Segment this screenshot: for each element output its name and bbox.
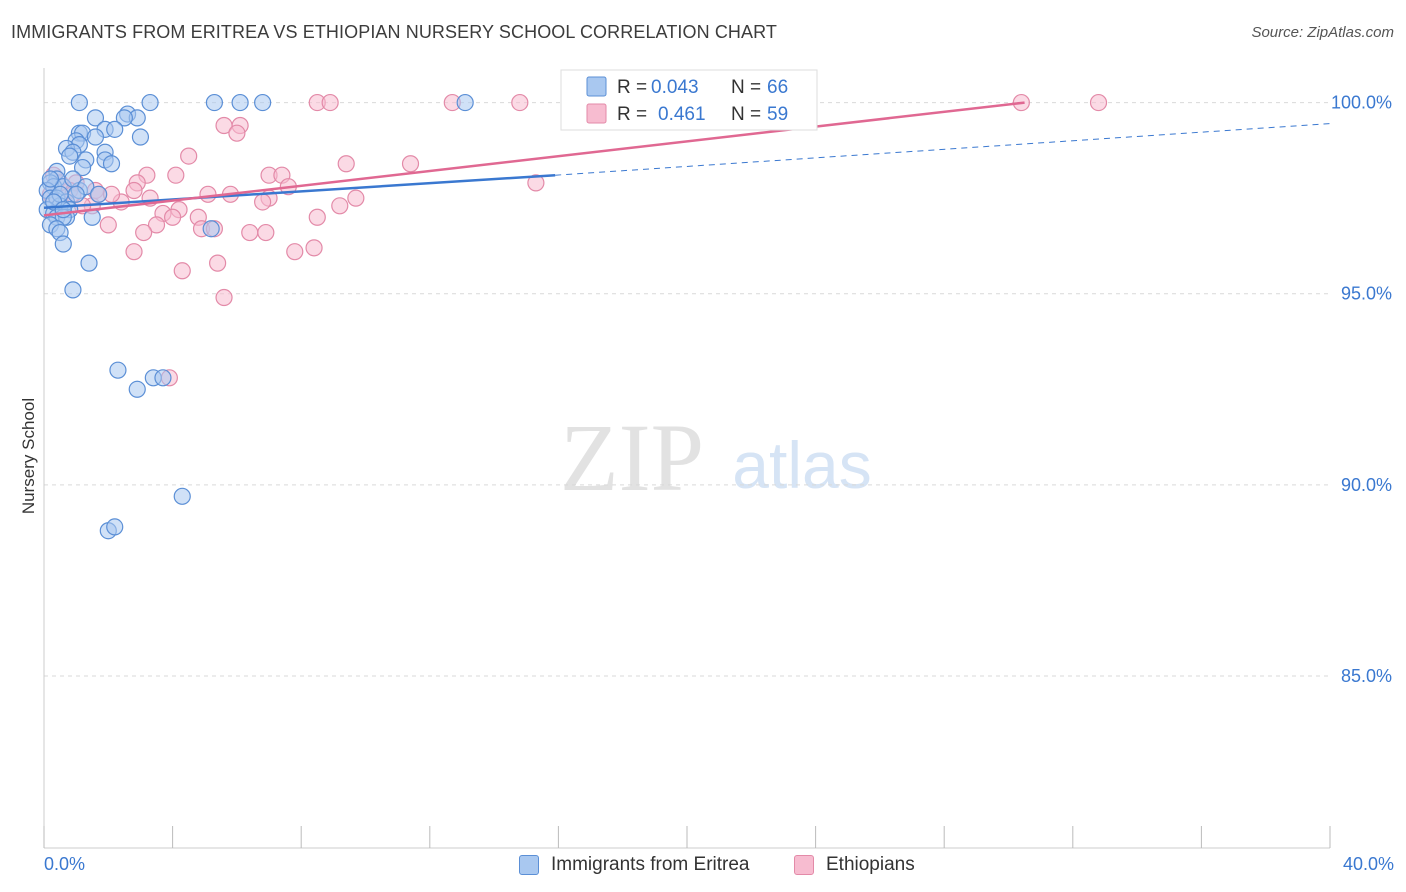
eritrea-point bbox=[115, 109, 133, 127]
ethiopians-point bbox=[305, 239, 323, 257]
stats-r-label-pink: R = bbox=[617, 104, 652, 125]
y-axis-label: Nursery School bbox=[19, 398, 38, 514]
ethiopians-point bbox=[286, 243, 304, 261]
eritrea-point bbox=[86, 128, 105, 146]
eritrea-point bbox=[173, 487, 191, 505]
stats-n-label-pink: N = bbox=[731, 104, 766, 125]
legend: Immigrants from Eritrea Ethiopians bbox=[0, 852, 1406, 878]
ethiopians-point bbox=[401, 155, 420, 173]
ethiopians-point bbox=[199, 185, 217, 203]
ethiopians-point bbox=[347, 189, 365, 207]
ethiopians-point bbox=[337, 155, 355, 173]
eritrea-trend-line bbox=[43, 173, 556, 209]
stats-r-value-pink: 0.461 bbox=[658, 104, 706, 125]
eritrea-point bbox=[131, 128, 150, 146]
stats-swatch-pink bbox=[586, 103, 607, 124]
ethiopians-point bbox=[254, 193, 272, 211]
watermark-zip: ZIP bbox=[560, 404, 704, 511]
eritrea-point bbox=[54, 235, 72, 253]
eritrea-point bbox=[456, 93, 474, 112]
watermark-atlas: atlas bbox=[732, 428, 871, 502]
chart-title: IMMIGRANTS FROM ERITREA VS ETHIOPIAN NUR… bbox=[11, 22, 778, 42]
eritrea-point bbox=[106, 518, 124, 536]
ethiopians-point bbox=[99, 216, 117, 234]
trend-lines bbox=[43, 101, 1331, 217]
y-tick-label: 85.0% bbox=[1341, 666, 1392, 686]
eritrea-point bbox=[202, 220, 220, 238]
stats-n-value-blue: 66 bbox=[767, 77, 788, 98]
source-label: Source: ZipAtlas.com bbox=[1251, 24, 1394, 41]
eritrea-point bbox=[231, 93, 249, 112]
ethiopians-trend-line bbox=[43, 101, 1025, 217]
ethiopians-point bbox=[180, 147, 198, 165]
ethiopians-point bbox=[257, 223, 275, 242]
stats-box: R = 0.043 N = 66 R = 0.461 N = 59 bbox=[560, 69, 818, 131]
eritrea-point bbox=[141, 93, 159, 112]
tick-labels: 100.0% 95.0% 90.0% 85.0% 0.0% 40.0% bbox=[44, 93, 1394, 874]
legend-swatch-ethiopians bbox=[794, 855, 814, 875]
ethiopians-point bbox=[209, 254, 227, 272]
stats-n-label-blue: N = bbox=[731, 77, 766, 98]
eritrea-point bbox=[254, 93, 272, 112]
eritrea-point bbox=[102, 155, 121, 173]
ethiopians-point bbox=[511, 93, 529, 112]
ethiopians-point bbox=[215, 288, 233, 307]
ethiopians-point bbox=[321, 93, 339, 112]
x-tick-label-max: 40.0% bbox=[1343, 854, 1394, 874]
stats-r-label-blue: R = bbox=[617, 77, 652, 98]
ethiopians-points bbox=[41, 93, 1108, 387]
ethiopians-point bbox=[125, 243, 143, 261]
eritrea-point bbox=[86, 109, 105, 127]
ethiopians-point bbox=[1089, 93, 1108, 112]
eritrea-point bbox=[64, 281, 82, 299]
ethiopians-point bbox=[147, 216, 166, 234]
eritrea-point bbox=[128, 380, 146, 398]
ethiopians-point bbox=[164, 208, 182, 226]
stats-r-value-blue: 0.043 bbox=[651, 77, 699, 98]
eritrea-trend-extension bbox=[555, 123, 1331, 176]
stats-n-value-pink: 59 bbox=[767, 104, 788, 125]
eritrea-point bbox=[70, 93, 88, 112]
ethiopians-point bbox=[173, 262, 191, 280]
ethiopians-point bbox=[331, 197, 349, 215]
ethiopians-point bbox=[135, 223, 153, 242]
eritrea-point bbox=[73, 158, 92, 177]
eritrea-point bbox=[109, 361, 127, 379]
eritrea-point bbox=[67, 185, 85, 203]
ethiopians-point bbox=[241, 223, 259, 242]
legend-item-ethiopians[interactable]: Ethiopians bbox=[794, 852, 915, 878]
y-tick-label: 90.0% bbox=[1341, 475, 1392, 495]
ethiopians-point bbox=[527, 174, 545, 192]
eritrea-point bbox=[80, 254, 98, 272]
x-tick-label-min: 0.0% bbox=[44, 854, 85, 874]
stats-swatch-blue bbox=[586, 76, 607, 97]
eritrea-point bbox=[54, 201, 72, 219]
eritrea-point bbox=[154, 369, 172, 387]
ethiopians-point bbox=[308, 208, 326, 226]
eritrea-point bbox=[90, 185, 108, 203]
y-tick-label: 95.0% bbox=[1341, 284, 1392, 304]
legend-item-eritrea[interactable]: Immigrants from Eritrea bbox=[519, 852, 749, 878]
y-tick-label: 100.0% bbox=[1331, 93, 1392, 113]
eritrea-point bbox=[106, 120, 124, 138]
ethiopians-point bbox=[125, 181, 143, 200]
eritrea-point bbox=[61, 147, 79, 165]
eritrea-point bbox=[205, 93, 223, 112]
ethiopians-point bbox=[228, 124, 246, 142]
legend-swatch-eritrea bbox=[519, 855, 539, 875]
ethiopians-point bbox=[167, 166, 185, 184]
legend-label-eritrea: Immigrants from Eritrea bbox=[551, 854, 750, 875]
gridlines bbox=[44, 102, 1330, 677]
legend-label-ethiopians: Ethiopians bbox=[826, 854, 915, 875]
eritrea-point bbox=[41, 170, 60, 188]
